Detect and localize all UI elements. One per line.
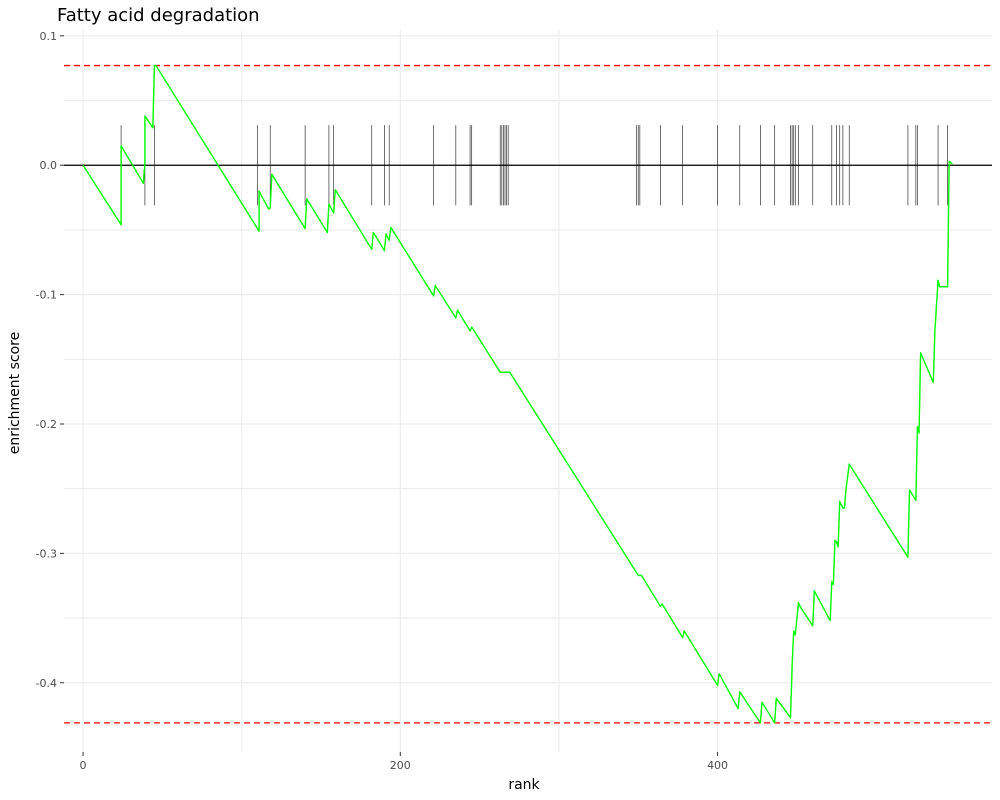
y-tick-label: -0.2 [36,418,57,431]
y-tick-label: 0.1 [40,30,58,43]
y-tick-label: -0.3 [36,547,57,560]
x-tick-label: 0 [80,759,87,772]
y-tick-label: -0.4 [36,677,57,690]
series-layer [82,64,953,724]
x-tick-label: 200 [390,759,411,772]
x-axis-ticks: 0 200 400 [80,752,728,772]
x-tick-label: 400 [707,759,728,772]
y-axis-ticks: 0.1 0.0 -0.1 -0.2 -0.3 -0.4 [36,30,64,690]
enrichment-score-line [82,64,953,724]
y-axis-label: enrichment score [7,332,23,454]
y-tick-label: 0.0 [40,159,58,172]
chart-title: Fatty acid degradation [57,5,260,26]
reference-lines [64,64,992,724]
x-axis-label: rank [508,777,540,793]
grid-lines [64,30,992,752]
y-tick-label: -0.1 [36,289,57,302]
